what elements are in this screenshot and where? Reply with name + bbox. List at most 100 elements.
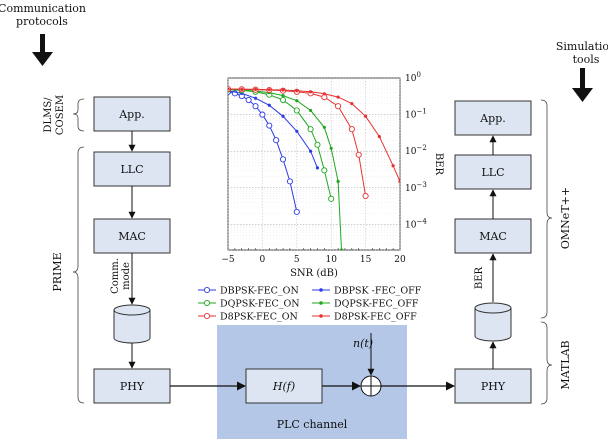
data-point: [336, 179, 340, 183]
data-point: [336, 95, 340, 99]
data-point: [355, 151, 362, 158]
legend-item: DQPSK-FEC_OFF: [312, 299, 419, 310]
right-app-block: App.: [454, 100, 532, 136]
legend-item: DBPSK-FEC_ON: [198, 286, 299, 297]
data-point: [391, 164, 395, 168]
prime-label: PRIME: [51, 252, 64, 291]
left-down-arrow-icon: [32, 34, 53, 66]
legend-marker: [319, 301, 323, 305]
x-tick-label: 20: [394, 255, 406, 265]
hf-block: H(f): [245, 368, 323, 404]
legend-marker: [319, 314, 323, 318]
y-tick-label: 10−4: [405, 217, 427, 230]
matlab-bracket: [540, 321, 553, 405]
left-app-label: App.: [118, 108, 145, 121]
data-point: [308, 90, 313, 94]
data-point: [308, 149, 313, 153]
omnet-bracket: [540, 99, 553, 319]
data-point: [295, 99, 299, 103]
data-point: [266, 122, 273, 129]
x-tick-label: 10: [325, 255, 337, 265]
right-database-icon: [474, 302, 512, 342]
legend-label: D8PSK-FEC_ON: [220, 312, 298, 323]
right-down-arrow-icon: [572, 68, 593, 102]
y-tick-label: 10−3: [405, 181, 427, 194]
left-heading-line-2: protocols: [16, 15, 68, 28]
data-point: [348, 126, 355, 133]
right-ber-label: BER: [474, 266, 485, 289]
comm-mode-label-2: mode: [121, 262, 132, 290]
legend-label: DQPSK-FEC_ON: [220, 299, 300, 310]
data-point: [398, 179, 400, 183]
series-line: [228, 88, 400, 182]
data-point: [328, 195, 335, 202]
data-point: [315, 166, 320, 170]
x-tick-label: −5: [221, 255, 235, 265]
y-tick-label: 100: [405, 71, 421, 84]
right-mac-label: MAC: [479, 230, 507, 243]
right-app-label: App.: [479, 112, 506, 125]
dlms-label-2: COSEM: [55, 95, 66, 135]
data-point: [314, 141, 321, 148]
legend-item: DBPSK -FEC_OFF: [312, 286, 422, 297]
legend-marker: [203, 299, 211, 307]
left-llc-label: LLC: [120, 163, 143, 176]
plc-channel-label: PLC channel: [277, 418, 348, 431]
data-point: [362, 192, 369, 199]
data-point: [253, 87, 258, 91]
left-mac-label: MAC: [118, 230, 146, 243]
data-point: [281, 94, 285, 98]
legend-label: DQPSK-FEC_OFF: [334, 299, 419, 310]
ber-chart: −5 0 5 10 15 20 100 10−1 10−2 10−3 10−4 SNR (dB) B…: [221, 71, 444, 279]
matlab-label: MATLAB: [559, 340, 572, 389]
left-database-icon: [113, 304, 151, 344]
x-tick-label: 5: [294, 255, 300, 265]
legend-marker: [203, 286, 211, 294]
data-point: [245, 96, 252, 104]
noise-label: n(t): [353, 337, 373, 350]
data-point: [295, 89, 299, 93]
data-point: [339, 248, 344, 250]
x-tick-label: 0: [260, 255, 266, 265]
x-axis-label: SNR (dB): [290, 268, 338, 279]
y-tick-label: 10−1: [405, 108, 427, 121]
right-llc-label: LLC: [481, 166, 504, 179]
data-point: [377, 135, 381, 139]
data-point: [279, 156, 287, 163]
left-llc-block: LLC: [93, 151, 171, 187]
data-point: [240, 87, 244, 91]
data-point: [273, 137, 280, 144]
dlms-bracket: [72, 98, 85, 132]
hf-label: H(f): [272, 380, 295, 393]
plot-ticks: −5 0 5 10 15 20 100 10−1 10−2 10−3 10−4: [221, 71, 427, 265]
data-point: [350, 101, 354, 106]
x-tick-label: 15: [360, 255, 372, 265]
data-point: [281, 114, 285, 118]
plot-series: [228, 85, 400, 250]
series-line: [228, 90, 318, 169]
legend-label: DBPSK -FEC_OFF: [334, 286, 422, 297]
legend-label: DBPSK-FEC_ON: [220, 286, 299, 297]
left-mac-block: MAC: [93, 218, 171, 254]
data-point: [321, 167, 328, 174]
right-mac-block: MAC: [454, 218, 532, 254]
data-point: [308, 108, 313, 113]
data-point: [322, 125, 326, 129]
right-heading-line-2: tools: [573, 53, 600, 66]
y-tick-label: 10−2: [405, 144, 427, 157]
left-heading-line-1: Communication: [0, 2, 86, 15]
data-point: [293, 107, 300, 114]
data-point: [286, 178, 293, 185]
data-point: [307, 126, 314, 133]
right-llc-block: LLC: [454, 154, 532, 190]
dlms-label-1: DLMS/: [43, 97, 54, 133]
left-phy-block: PHY: [93, 368, 171, 404]
data-point: [259, 111, 266, 118]
data-point: [322, 92, 326, 96]
data-point: [329, 146, 333, 150]
data-point: [364, 114, 368, 118]
data-point: [281, 88, 285, 92]
data-point: [253, 96, 258, 100]
left-phy-label: PHY: [120, 380, 145, 393]
right-phy-label: PHY: [481, 380, 506, 393]
